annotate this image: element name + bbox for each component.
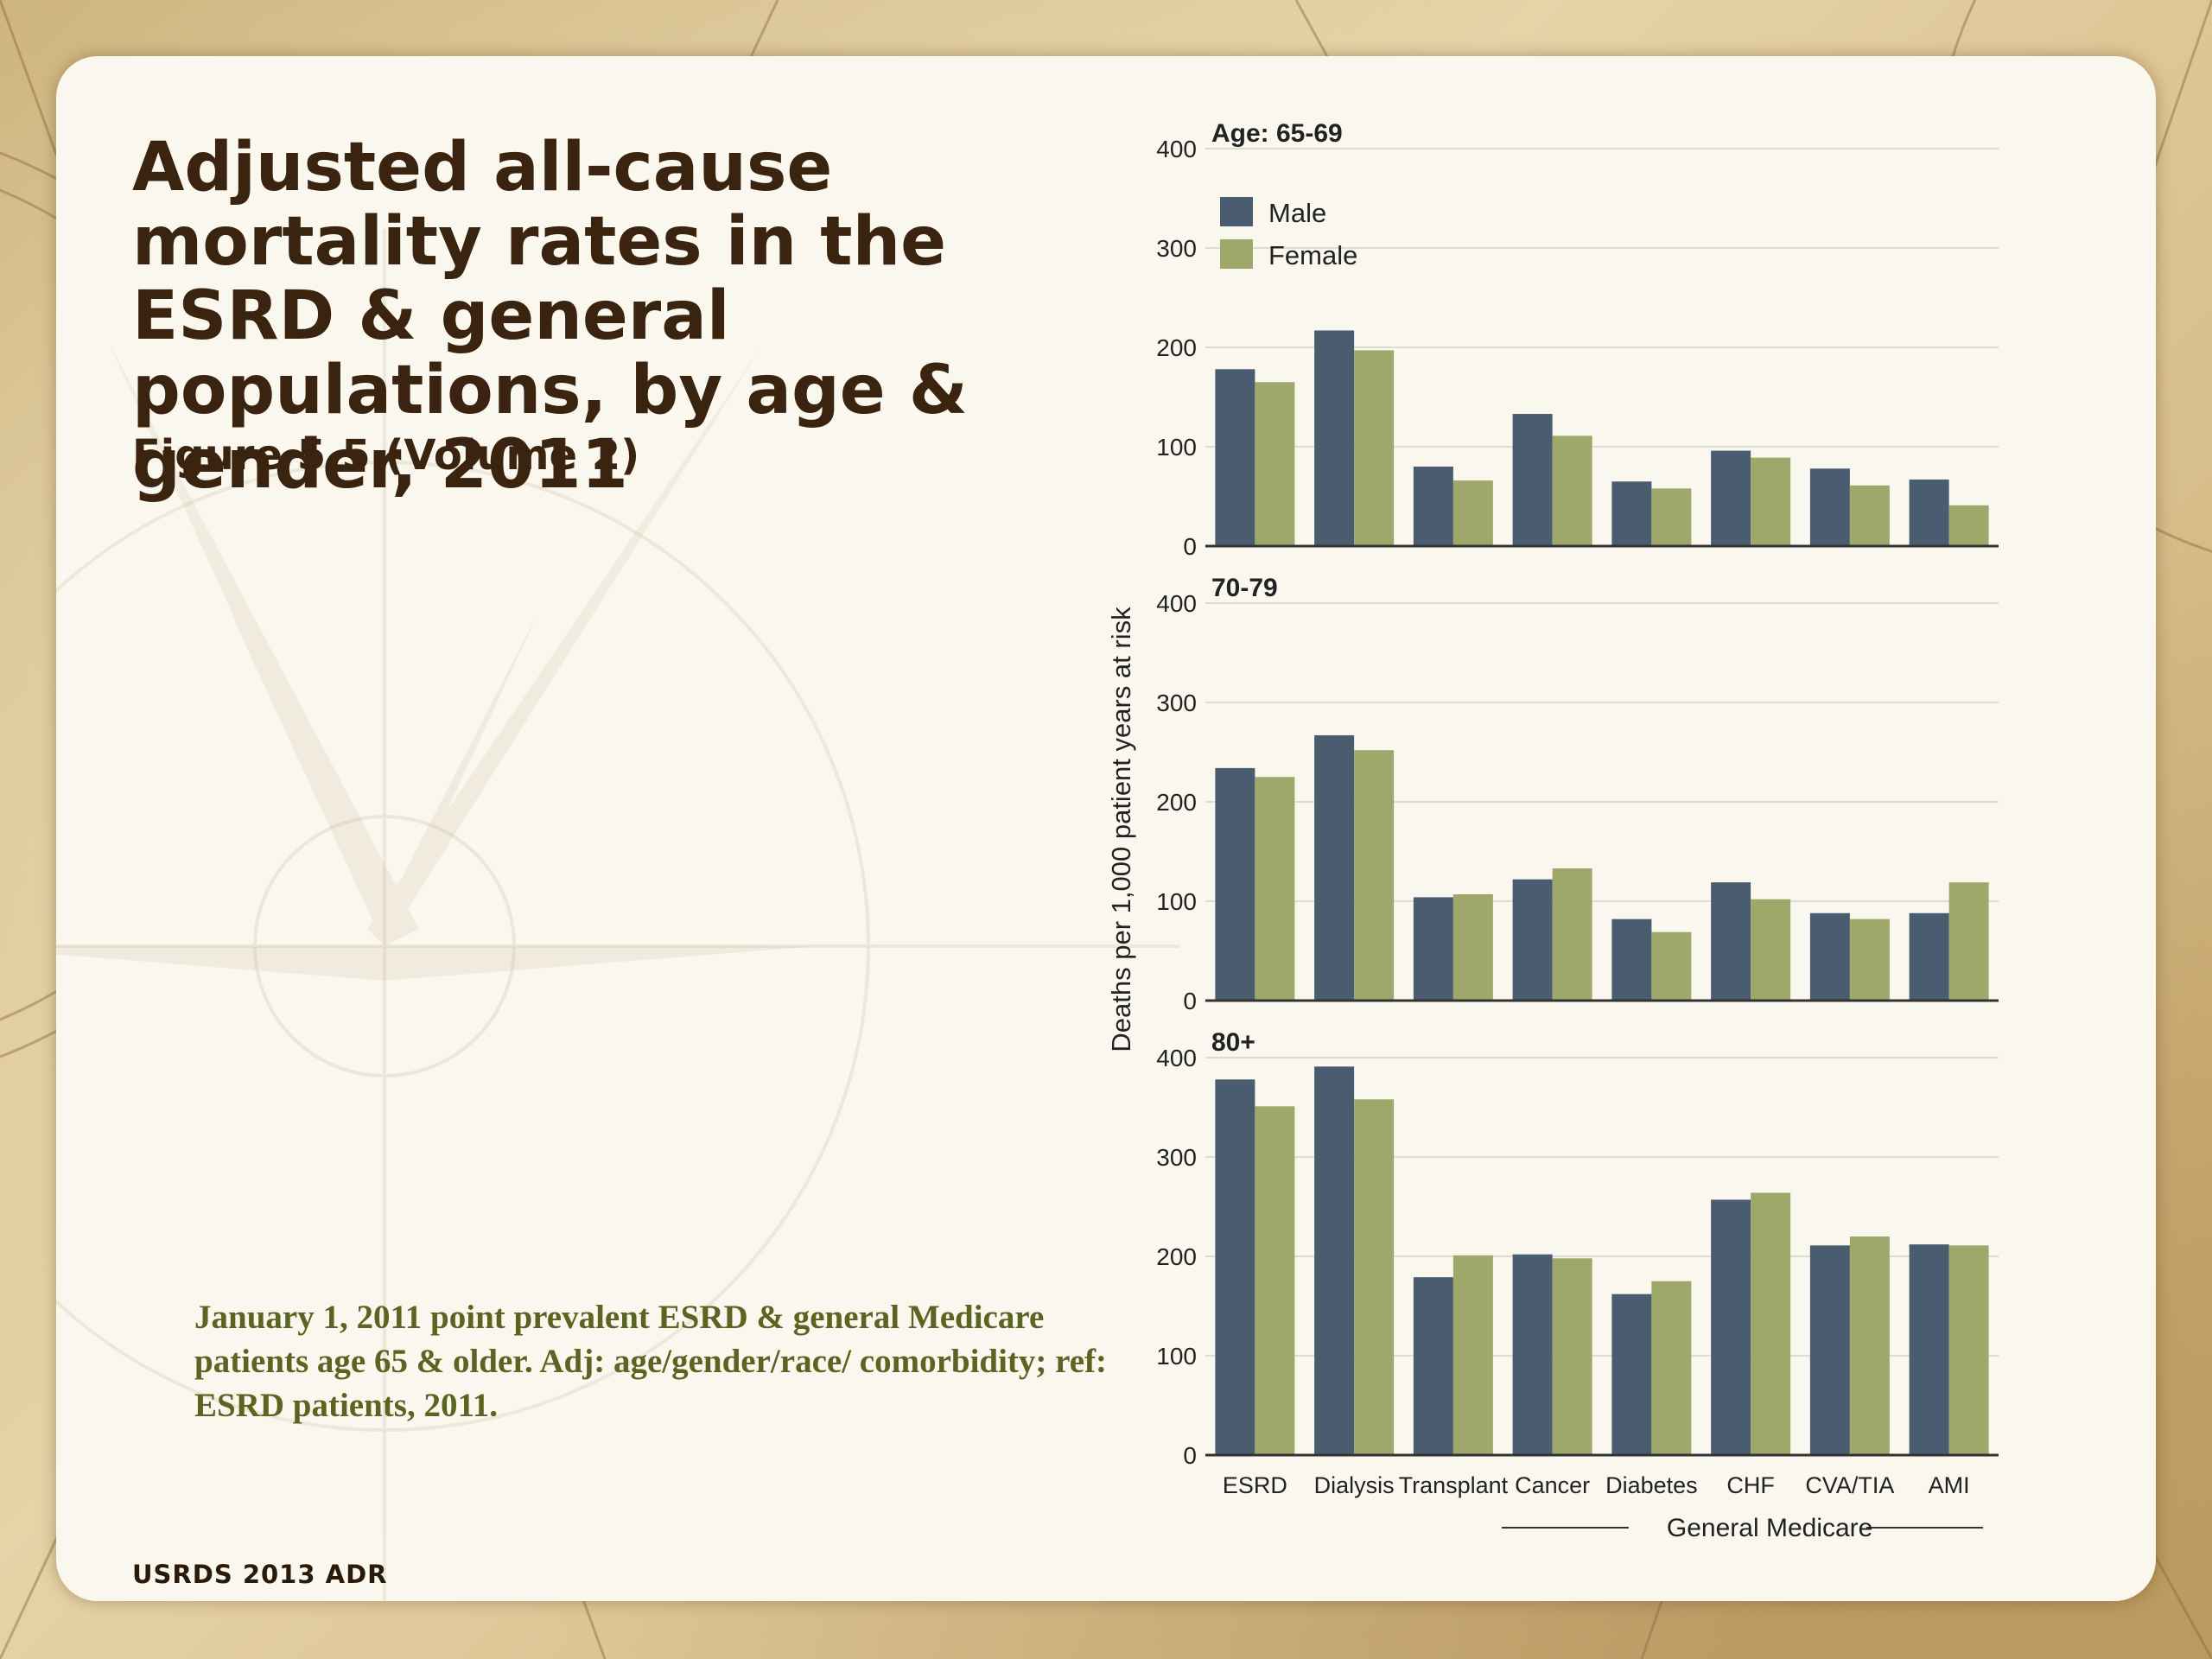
x-tick-label: CHF [1726,1472,1775,1498]
bar-female-chf [1751,1192,1791,1455]
x-tick-label: ESRD [1223,1472,1287,1498]
y-tick-label: 300 [1156,690,1197,716]
panel-label: Age: 65-69 [1211,119,1343,148]
bar-female-dialysis [1354,1099,1395,1455]
bar-female-ami [1948,882,1989,1001]
bar-female-transplant [1452,893,1493,1001]
bar-female-esrd [1255,1106,1295,1455]
slide-title: Adjusted all-cause mortality rates in th… [132,129,968,504]
y-tick-label: 100 [1156,1343,1197,1370]
bar-female-ami [1948,1245,1989,1455]
bar-female-cvatia [1849,485,1890,546]
panel-2: 0 100 200 300 400 80+ [1156,1028,1999,1469]
bar-male-chf [1711,450,1751,546]
x-tick-label: Transplant [1399,1472,1509,1498]
bar-female-diabetes [1651,1281,1692,1455]
panel-label: 80+ [1211,1028,1255,1057]
y-tick-label: 0 [1183,988,1197,1014]
figure-reference: Figure 5.5 (Volume 2) [132,431,640,480]
bar-male-transplant [1413,1277,1453,1455]
bar-male-cancer [1512,1254,1553,1455]
bar-male-dialysis [1314,330,1355,546]
bar-male-esrd [1215,767,1255,1001]
bar-male-ami [1909,1244,1949,1455]
x-tick-label: AMI [1929,1472,1970,1498]
bar-male-cvatia [1809,468,1850,546]
y-tick-label: 0 [1183,1442,1197,1469]
bar-male-esrd [1215,369,1255,546]
bar-male-chf [1711,1199,1751,1455]
y-axis-label: Deaths per 1,000 patient years at risk [1106,607,1136,1052]
bar-female-esrd [1255,777,1295,1001]
bar-male-chf [1711,882,1751,1001]
x-tick-label: Diabetes [1605,1472,1698,1498]
bar-female-cancer [1552,1258,1592,1455]
bar-male-dialysis [1314,1066,1355,1455]
bar-male-diabetes [1611,918,1652,1001]
y-tick-label: 200 [1156,1243,1197,1270]
bar-male-cancer [1512,414,1553,546]
y-tick-label: 100 [1156,434,1197,461]
legend-swatch-male [1220,197,1253,226]
bar-female-transplant [1452,480,1493,546]
bar-male-cvatia [1809,1245,1850,1455]
y-tick-label: 400 [1156,1045,1197,1071]
y-tick-label: 100 [1156,888,1197,915]
bar-female-cvatia [1849,918,1890,1001]
source-label: USRDS 2013 ADR [132,1560,388,1589]
bar-female-diabetes [1651,488,1692,546]
x-group-label: General Medicare [1667,1514,1872,1542]
legend-label-female: Female [1268,240,1357,270]
panel-1: 0 100 200 300 400 70-79 [1156,574,1999,1014]
y-tick-label: 200 [1156,334,1197,361]
bar-male-transplant [1413,897,1453,1001]
bar-male-ami [1909,912,1949,1001]
legend-label-male: Male [1268,198,1326,228]
bar-male-cvatia [1809,912,1850,1001]
bar-male-ami [1909,479,1949,546]
y-tick-label: 300 [1156,235,1197,262]
bar-female-dialysis [1354,750,1395,1001]
bar-female-cvatia [1849,1236,1890,1455]
bar-male-esrd [1215,1079,1255,1455]
bar-male-cancer [1512,879,1553,1001]
chart-footnote: January 1, 2011 point prevalent ESRD & g… [194,1299,1108,1424]
legend-swatch-female [1220,239,1253,269]
bar-female-chf [1751,457,1791,546]
x-tick-label: Dialysis [1314,1472,1395,1498]
y-tick-label: 400 [1156,590,1197,617]
panel-0: 0 100 200 300 400 Age: 65-69 Male Female [1156,119,1999,560]
bar-female-ami [1948,505,1989,546]
y-tick-label: 0 [1183,533,1197,560]
slide-card: Adjusted all-cause mortality rates in th… [56,56,2156,1601]
bar-male-transplant [1413,467,1453,546]
bar-male-dialysis [1314,734,1355,1001]
bar-male-diabetes [1611,1294,1652,1455]
bar-male-diabetes [1611,481,1652,546]
panel-label: 70-79 [1211,574,1278,602]
bar-female-chf [1751,899,1791,1001]
bar-female-transplant [1452,1255,1493,1455]
x-tick-label: Cancer [1515,1472,1590,1498]
bar-female-esrd [1255,382,1295,546]
y-tick-label: 300 [1156,1144,1197,1171]
compass-watermark [56,229,1179,1601]
y-tick-label: 400 [1156,136,1197,162]
bar-female-dialysis [1354,350,1395,546]
bar-female-diabetes [1651,931,1692,1001]
y-tick-label: 200 [1156,789,1197,816]
bar-female-cancer [1552,435,1592,546]
x-tick-label: CVA/TIA [1805,1472,1894,1498]
bar-female-cancer [1552,868,1592,1001]
